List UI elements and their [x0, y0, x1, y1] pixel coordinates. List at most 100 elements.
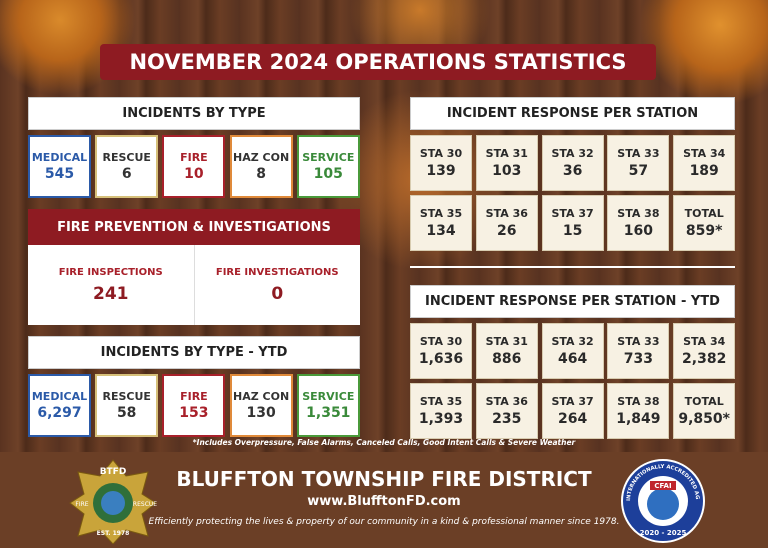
station-label: STA 38 [617, 207, 660, 220]
station-tile: STA 36 26 [475, 195, 538, 251]
logo-left: FIRE [75, 501, 88, 508]
station-label: STA 32 [551, 147, 594, 160]
type-tile: HAZ CON 8 [229, 135, 293, 198]
station-label: STA 34 [683, 147, 726, 160]
station-tile: STA 34 2,382 [673, 323, 736, 379]
station-tile: STA 30 139 [410, 135, 472, 191]
station-label: STA 37 [551, 395, 594, 408]
type-label: SERVICE [302, 151, 355, 164]
type-label: HAZ CON [233, 390, 290, 403]
type-label: SERVICE [302, 390, 355, 403]
type-label: FIRE [180, 151, 208, 164]
station-label: STA 35 [419, 207, 463, 220]
station-value: 464 [557, 351, 588, 367]
station-value: 160 [623, 223, 653, 239]
type-value: 153 [179, 405, 209, 421]
station-value: 26 [497, 223, 517, 239]
type-label: FIRE [180, 390, 208, 403]
station-tile: STA 35 134 [410, 195, 472, 251]
type-value: 10 [184, 166, 204, 182]
org-name: BLUFFTON TOWNSHIP FIRE DISTRICT [176, 467, 592, 491]
logo-right: RESCUE [133, 501, 157, 508]
logo-years: 2020 - 2025 [640, 529, 687, 537]
station-value: 859* [685, 223, 723, 239]
footnote: *Includes Overpressure, False Alarms, Ca… [192, 438, 576, 447]
station-tile: STA 38 1,849 [607, 383, 670, 439]
station-tile: TOTAL 9,850* [673, 383, 736, 439]
cfai-logo: INTERNATIONALLY ACCREDITED AGENCY CFAI 2… [620, 458, 705, 543]
station-tile: STA 38 160 [607, 195, 670, 251]
type-value: 105 [313, 166, 343, 182]
type-value: 130 [246, 405, 276, 421]
station-value: 264 [557, 411, 588, 427]
prevention-item: FIRE INSPECTIONS 241 [28, 245, 194, 325]
station-value: 1,849 [616, 411, 661, 427]
station-label: STA 31 [485, 147, 528, 160]
section-header: INCIDENT RESPONSE PER STATION - YTD [410, 285, 735, 318]
station-label: STA 32 [551, 335, 594, 348]
type-value: 545 [44, 166, 75, 182]
type-tile: MEDICAL 545 [28, 135, 91, 198]
station-tile: STA 32 464 [541, 323, 604, 379]
station-label: STA 36 [485, 207, 528, 220]
type-value: 58 [116, 405, 137, 421]
station-tile: STA 34 189 [673, 135, 736, 191]
type-tile: FIRE 10 [162, 135, 226, 198]
type-label: HAZ CON [233, 151, 290, 164]
station-value: 235 [492, 411, 522, 427]
station-tile: STA 35 1,393 [410, 383, 472, 439]
station-label: STA 37 [551, 207, 594, 220]
station-value: 15 [562, 223, 583, 239]
station-tile: STA 33 733 [607, 323, 670, 379]
station-tile: STA 37 15 [541, 195, 604, 251]
station-value: 139 [426, 163, 456, 179]
logo-cfai: CFAI [654, 482, 671, 490]
station-tile: STA 31 103 [475, 135, 538, 191]
station-tile: STA 33 57 [607, 135, 670, 191]
divider [410, 266, 735, 268]
prevention-value: 0 [271, 283, 284, 304]
station-label: STA 38 [617, 395, 660, 408]
station-value: 134 [426, 223, 456, 239]
page-title: NOVEMBER 2024 OPERATIONS STATISTICS [100, 44, 656, 80]
station-label: STA 33 [617, 147, 660, 160]
station-value: 36 [562, 163, 583, 179]
prevention-label: FIRE INVESTIGATIONS [215, 266, 339, 278]
prevention-item: FIRE INVESTIGATIONS 0 [193, 245, 361, 325]
station-tile: STA 32 36 [541, 135, 604, 191]
section-header: INCIDENT RESPONSE PER STATION [410, 97, 735, 130]
station-value: 103 [492, 163, 522, 179]
station-tile: STA 30 1,636 [410, 323, 472, 379]
section-header: INCIDENTS BY TYPE [28, 97, 360, 130]
type-tile: SERVICE 1,351 [296, 374, 360, 437]
type-value: 8 [256, 166, 266, 182]
station-label: STA 36 [485, 395, 528, 408]
prevention-panel: FIRE INSPECTIONS 241 FIRE INVESTIGATIONS 0 [28, 245, 360, 325]
station-label: TOTAL [684, 395, 724, 408]
type-label: RESCUE [102, 151, 151, 164]
station-value: 57 [628, 163, 649, 179]
section-header: INCIDENTS BY TYPE - YTD [28, 336, 360, 369]
station-tile: STA 31 886 [475, 323, 538, 379]
station-tile: TOTAL 859* [673, 195, 736, 251]
station-label: STA 34 [683, 335, 726, 348]
prevention-label: FIRE INSPECTIONS [58, 266, 163, 278]
section-header: FIRE PREVENTION & INVESTIGATIONS [28, 209, 360, 245]
type-value: 1,351 [306, 405, 351, 421]
btfd-logo: BTFD FIRE RESCUE EST. 1978 [69, 459, 157, 544]
station-tile: STA 37 264 [541, 383, 604, 439]
station-value: 189 [689, 163, 719, 179]
station-value: 9,850* [678, 411, 730, 427]
type-tile: RESCUE 58 [95, 374, 159, 437]
logo-abbr: BTFD [100, 467, 127, 477]
type-value: 6,297 [37, 405, 82, 421]
type-label: MEDICAL [31, 390, 88, 403]
station-value: 2,382 [682, 351, 727, 367]
prevention-value: 241 [93, 283, 129, 304]
type-label: RESCUE [102, 390, 151, 403]
station-label: STA 31 [485, 335, 528, 348]
tagline: Efficiently protecting the lives & prope… [148, 517, 620, 527]
station-label: STA 35 [419, 395, 463, 408]
station-label: STA 30 [419, 147, 463, 160]
